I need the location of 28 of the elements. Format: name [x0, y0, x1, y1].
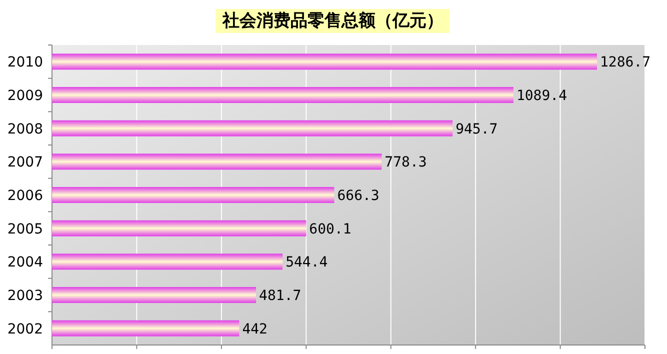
bar [52, 287, 256, 303]
bar [52, 220, 306, 236]
bar [52, 254, 283, 270]
chart-title: 社会消费品零售总额（亿元） [222, 11, 444, 31]
data-label: 481.7 [259, 288, 302, 304]
y-tick-label: 2004 [7, 254, 44, 271]
data-label: 600.1 [309, 221, 352, 238]
bar [52, 54, 598, 70]
y-tick-label: 2002 [7, 321, 43, 338]
bar [52, 320, 240, 336]
data-label: 442 [242, 321, 268, 338]
data-label: 544.4 [286, 254, 328, 271]
data-label: 945.7 [456, 121, 498, 138]
bar [52, 154, 382, 170]
data-label: 1286.7 [600, 54, 651, 71]
bar [52, 187, 334, 203]
y-tick-label: 2009 [7, 88, 43, 104]
bar [52, 120, 453, 136]
y-tick-label: 2003 [7, 288, 43, 304]
bar [52, 87, 514, 103]
data-label: 778.3 [384, 154, 427, 171]
y-tick-label: 2006 [7, 188, 44, 204]
data-label: 1089.4 [516, 88, 568, 104]
data-label: 666.3 [337, 188, 380, 204]
y-tick-label: 2007 [7, 154, 43, 171]
y-tick-label: 2005 [7, 221, 43, 238]
y-tick-label: 2008 [7, 121, 43, 138]
y-tick-label: 2010 [7, 54, 43, 71]
